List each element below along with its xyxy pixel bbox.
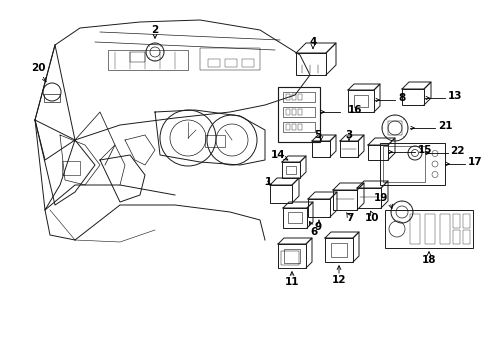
Bar <box>297 94 302 100</box>
Bar <box>297 109 302 115</box>
Bar <box>291 109 295 115</box>
Bar <box>130 52 145 62</box>
Bar <box>332 190 356 210</box>
Bar <box>387 121 401 135</box>
Bar <box>278 87 319 142</box>
Text: 21: 21 <box>437 121 451 131</box>
Bar <box>283 107 314 117</box>
Bar <box>347 90 373 112</box>
Bar <box>285 109 289 115</box>
Bar <box>204 135 224 147</box>
Bar <box>367 145 387 160</box>
Bar <box>242 59 253 67</box>
Bar <box>409 214 419 244</box>
Bar <box>283 92 314 102</box>
Text: 7: 7 <box>346 213 353 223</box>
Bar <box>384 210 472 248</box>
Bar <box>424 214 434 244</box>
Bar <box>278 244 305 268</box>
Bar <box>401 89 423 105</box>
Bar <box>379 143 444 185</box>
Bar <box>295 53 325 75</box>
Bar <box>291 94 295 100</box>
Bar <box>297 124 302 130</box>
Text: 5: 5 <box>314 130 321 140</box>
Bar <box>356 188 380 208</box>
Bar <box>288 212 301 224</box>
Bar <box>283 208 306 228</box>
Text: 17: 17 <box>467 157 482 167</box>
Bar <box>325 238 352 262</box>
Text: 3: 3 <box>345 130 352 140</box>
Bar <box>285 166 295 174</box>
Bar <box>462 230 469 244</box>
Text: 10: 10 <box>364 213 379 223</box>
Bar <box>224 59 237 67</box>
Bar <box>439 214 449 244</box>
Bar <box>44 94 60 102</box>
Text: 1: 1 <box>264 177 271 187</box>
Bar <box>285 94 289 100</box>
Bar <box>62 161 80 175</box>
Bar <box>382 146 425 182</box>
Text: 22: 22 <box>449 146 464 156</box>
Bar <box>353 95 367 107</box>
Bar <box>108 50 187 70</box>
Text: 18: 18 <box>421 255 435 265</box>
Bar <box>207 59 220 67</box>
Bar <box>462 214 469 228</box>
Bar <box>307 199 329 217</box>
Bar <box>285 124 289 130</box>
Bar <box>452 214 459 228</box>
Bar <box>291 124 295 130</box>
Bar <box>269 185 291 203</box>
Bar <box>281 251 298 265</box>
Text: 11: 11 <box>284 277 299 287</box>
Bar <box>284 249 299 262</box>
Text: 16: 16 <box>347 105 362 115</box>
Text: 6: 6 <box>309 227 317 237</box>
Text: 9: 9 <box>314 222 321 232</box>
Text: 2: 2 <box>151 25 158 35</box>
Text: 14: 14 <box>270 150 285 160</box>
Bar <box>283 122 314 132</box>
Text: 8: 8 <box>397 93 405 103</box>
Bar <box>282 162 299 178</box>
Bar <box>200 48 260 70</box>
Bar <box>331 243 346 257</box>
Text: 12: 12 <box>331 275 346 285</box>
Text: 4: 4 <box>309 37 316 47</box>
Bar <box>452 230 459 244</box>
Text: 19: 19 <box>373 193 387 203</box>
Text: 20: 20 <box>31 63 45 73</box>
Text: 15: 15 <box>417 145 431 155</box>
Bar <box>339 141 357 157</box>
Text: 13: 13 <box>447 91 462 101</box>
Bar <box>311 141 329 157</box>
